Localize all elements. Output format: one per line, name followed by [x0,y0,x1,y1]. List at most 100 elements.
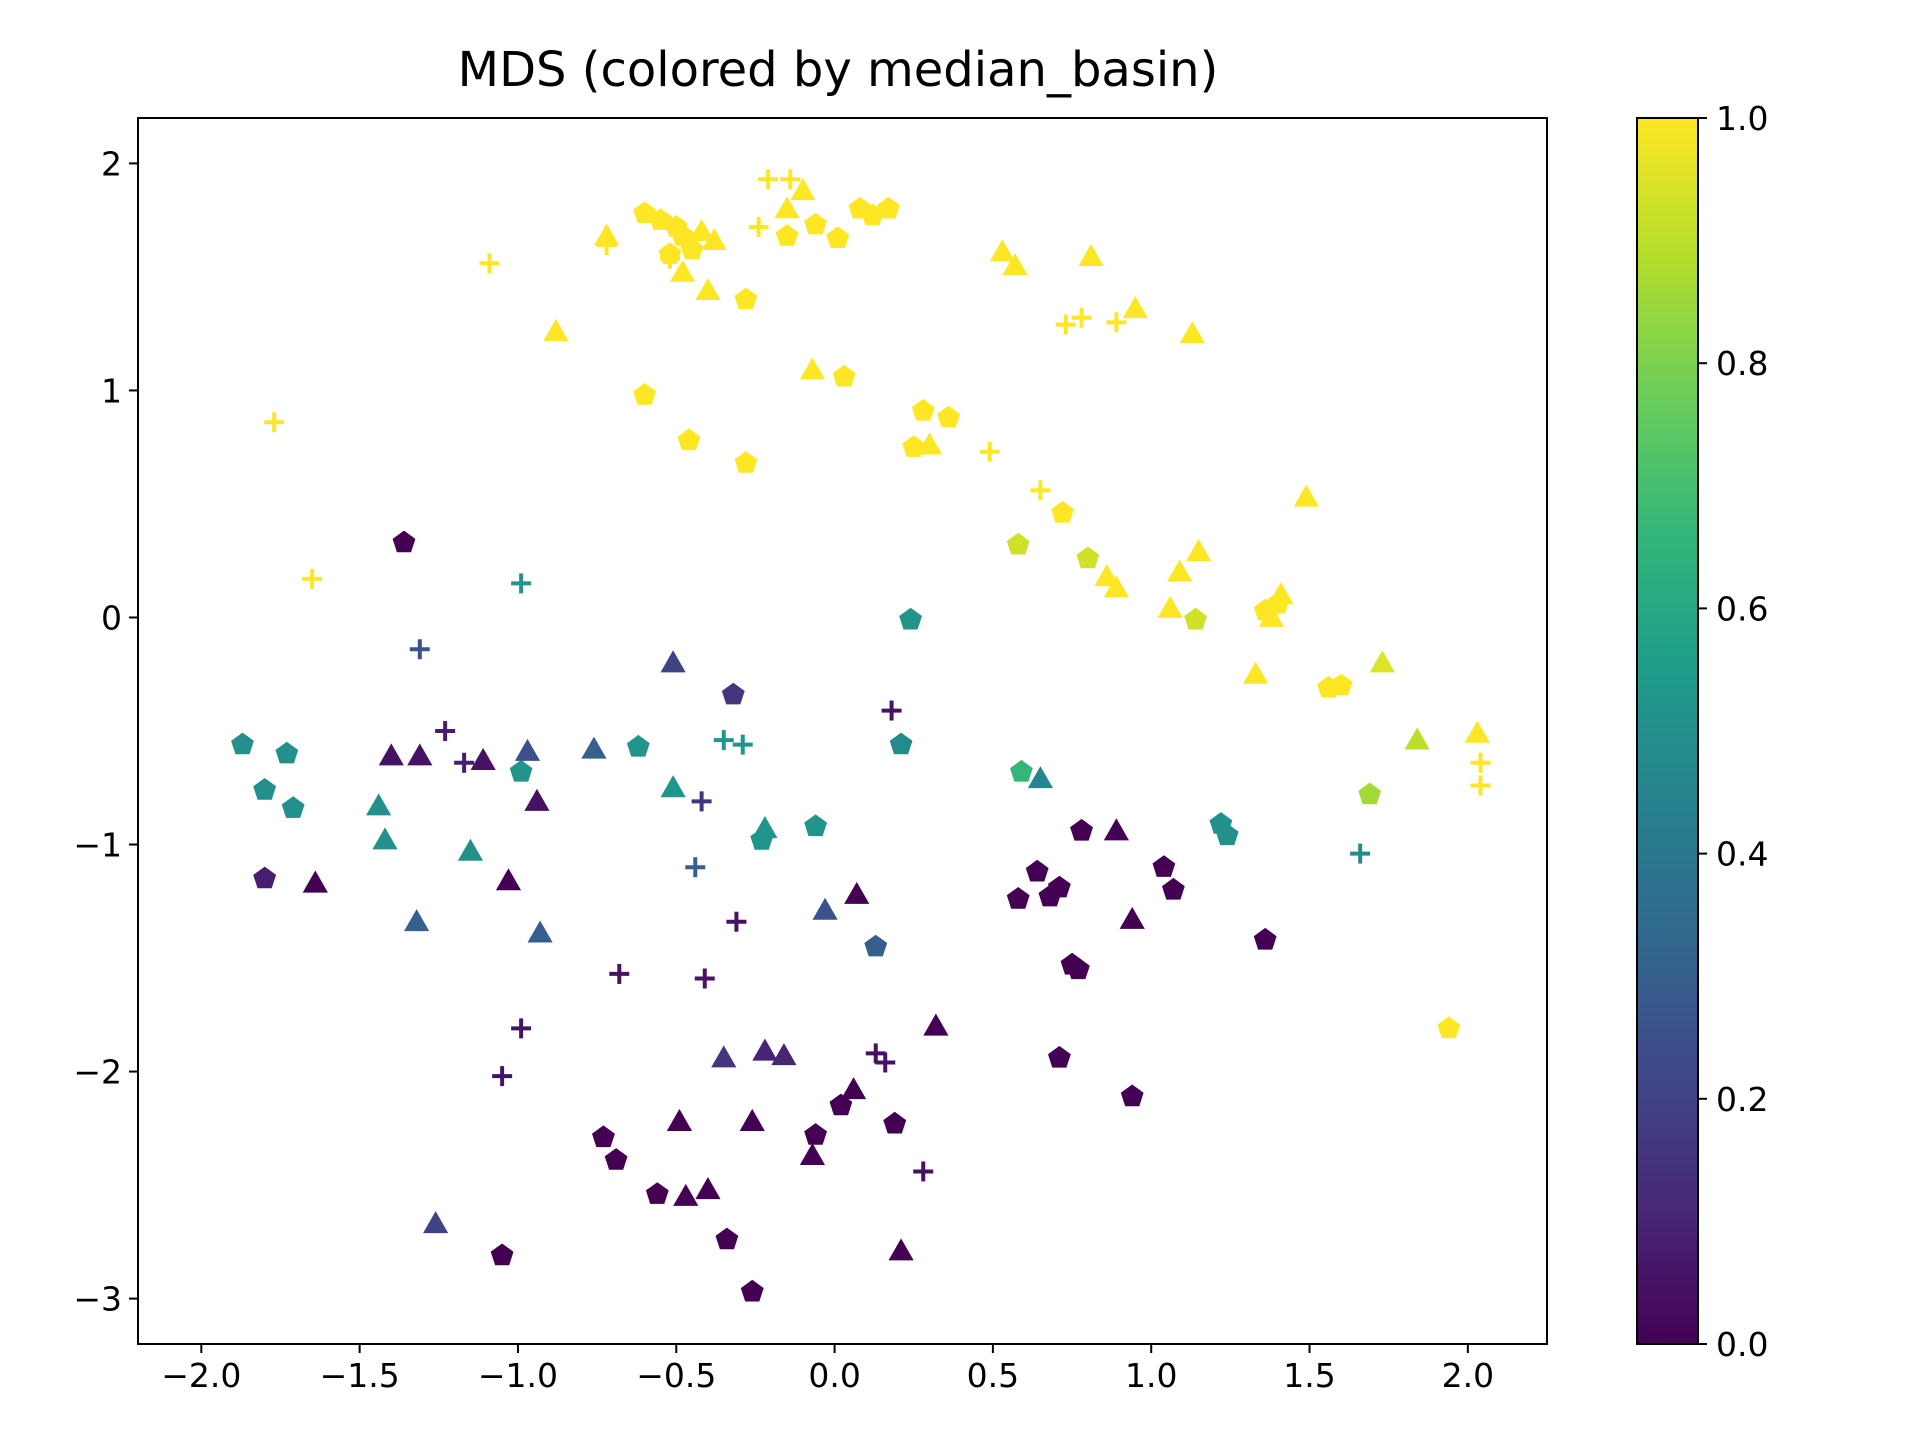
scatter-point-plus [979,441,1000,462]
scatter-point-plus [1106,312,1127,333]
scatter-point-pentagon [1076,546,1100,569]
scatter-point-pentagon [392,530,416,553]
scatter-point-triangle [660,650,686,673]
scatter-point-pentagon [645,1182,669,1204]
scatter-point-plus [780,169,801,190]
scatter-point-pentagon [740,1279,764,1302]
chart-title: MDS (colored by median_basin) [458,42,1219,98]
scatter-point-triangle [923,1013,949,1036]
scatter-point-triangle [888,1238,914,1261]
scatter-point-plus [748,216,769,237]
scatter-point-pentagon [592,1125,615,1148]
scatter-point-plus [264,412,285,433]
y-tick-label: −3 [73,1280,122,1319]
scatter-point-plus [511,573,532,594]
scatter-point-triangle [407,743,433,766]
scatter-point-pentagon [832,364,856,387]
scatter-point-plus [302,568,323,589]
scatter-point-plus [435,721,456,741]
scatter-point-plus [409,639,430,660]
scatter-point-triangle [752,1038,778,1061]
scatter-point-pentagon [883,1111,907,1134]
scatter-point-triangle [812,897,838,920]
scatter-point-triangle [739,1108,765,1131]
scatter-point-triangle [701,228,727,251]
scatter-point-triangle [1103,818,1129,841]
scatter-point-triangle [989,239,1015,262]
x-tick-label: −1.5 [320,1356,400,1395]
scatter-point-triangle [1078,243,1104,266]
x-tick-label: 1.0 [1125,1356,1177,1395]
scatter-point-triangle [1293,484,1319,507]
scatter-point-pentagon [1025,859,1049,882]
scatter-point-triangle [799,357,826,380]
plot-area: −2.0 −1.5 −1.0 −0.5 0.0 0.5 1.0 1.5 2.0 2 1 0 −1 −2 −3 [73,117,1548,1395]
scatter-point-pentagon [899,607,922,630]
scatter-point-plus [726,911,747,932]
scatter-point-triangle [378,743,404,766]
scatter-point-pentagon [604,1148,628,1170]
scatter-point-plus [492,1066,513,1087]
scatter-point-triangle [670,259,696,282]
x-tick-label: −2.0 [161,1356,241,1395]
scatter-point-triangle [1179,321,1205,344]
scatter-point-pentagon [734,287,758,310]
scatter-point-triangle [673,1183,699,1206]
scatter-point-pentagon [253,778,277,800]
scatter-point-pentagon [1358,782,1382,805]
scatter-point-triangle [1103,575,1129,598]
scatter-point-pentagon [231,732,254,755]
scatter-point-plus [1071,307,1092,328]
colorbar-tick-label: 0.0 [1716,1325,1768,1364]
scatter-point-plus [913,1161,934,1182]
scatter-point-plus [875,1052,896,1073]
scatter-point-pentagon [1329,673,1353,696]
scatter-point-plus [1350,843,1371,864]
y-tick-label: −2 [73,1053,122,1092]
scatter-point-plus [596,235,617,256]
scatter-point-pentagon [1010,759,1033,782]
scatter-point-pentagon [715,1227,739,1250]
scatter-point-pentagon [677,428,701,451]
scatter-point-pentagon [1067,957,1090,980]
scatter-point-plus [1030,480,1051,501]
scatter-point-triangle [666,1108,693,1131]
scatter-point-triangle [752,816,778,839]
y-tick-label: 1 [101,371,122,410]
scatter-point-plus [479,253,500,274]
scatter-point-triangle [1157,595,1183,618]
scatter-point-pentagon [1006,887,1030,909]
scatter-point-pentagon [734,451,758,473]
scatter-point-pentagon [1253,927,1277,950]
plot-frame [137,117,1548,1345]
scatter-point-triangle [495,868,522,891]
scatter-point-plus [713,730,734,751]
scatter-point-pentagon [1006,532,1030,555]
y-tick-label: 0 [101,598,122,637]
scatter-point-triangle [660,775,686,798]
scatter-point-plus [758,169,779,190]
scatter-point-triangle [771,1043,797,1066]
scatter-point-triangle [1186,539,1212,562]
colorbar-gradient [1636,117,1699,1345]
scatter-point-triangle [1268,582,1294,605]
scatter-point-triangle [366,793,392,816]
scatter-point-triangle [1119,906,1145,929]
colorbar: 0.0 0.2 0.4 0.6 0.8 1.0 [1636,99,1768,1364]
scatter-point-pentagon [864,934,888,957]
scatter-point-plus [659,248,680,269]
scatter-point-triangle [1122,296,1148,319]
scatter-point-pentagon [633,383,656,405]
x-tick-label: 2.0 [1442,1356,1494,1395]
x-tick-label: 1.5 [1283,1356,1335,1395]
scatter-point-triangle [527,920,553,943]
scatter-point-pentagon [826,226,850,248]
scatter-point-plus [1055,314,1076,335]
y-tick-label: 2 [101,144,122,183]
scatter-point-triangle [1369,650,1395,673]
scatter-point-pentagon [626,734,650,757]
scatter-point-pentagon [1437,1016,1461,1039]
scatter-point-triangle [302,870,328,893]
